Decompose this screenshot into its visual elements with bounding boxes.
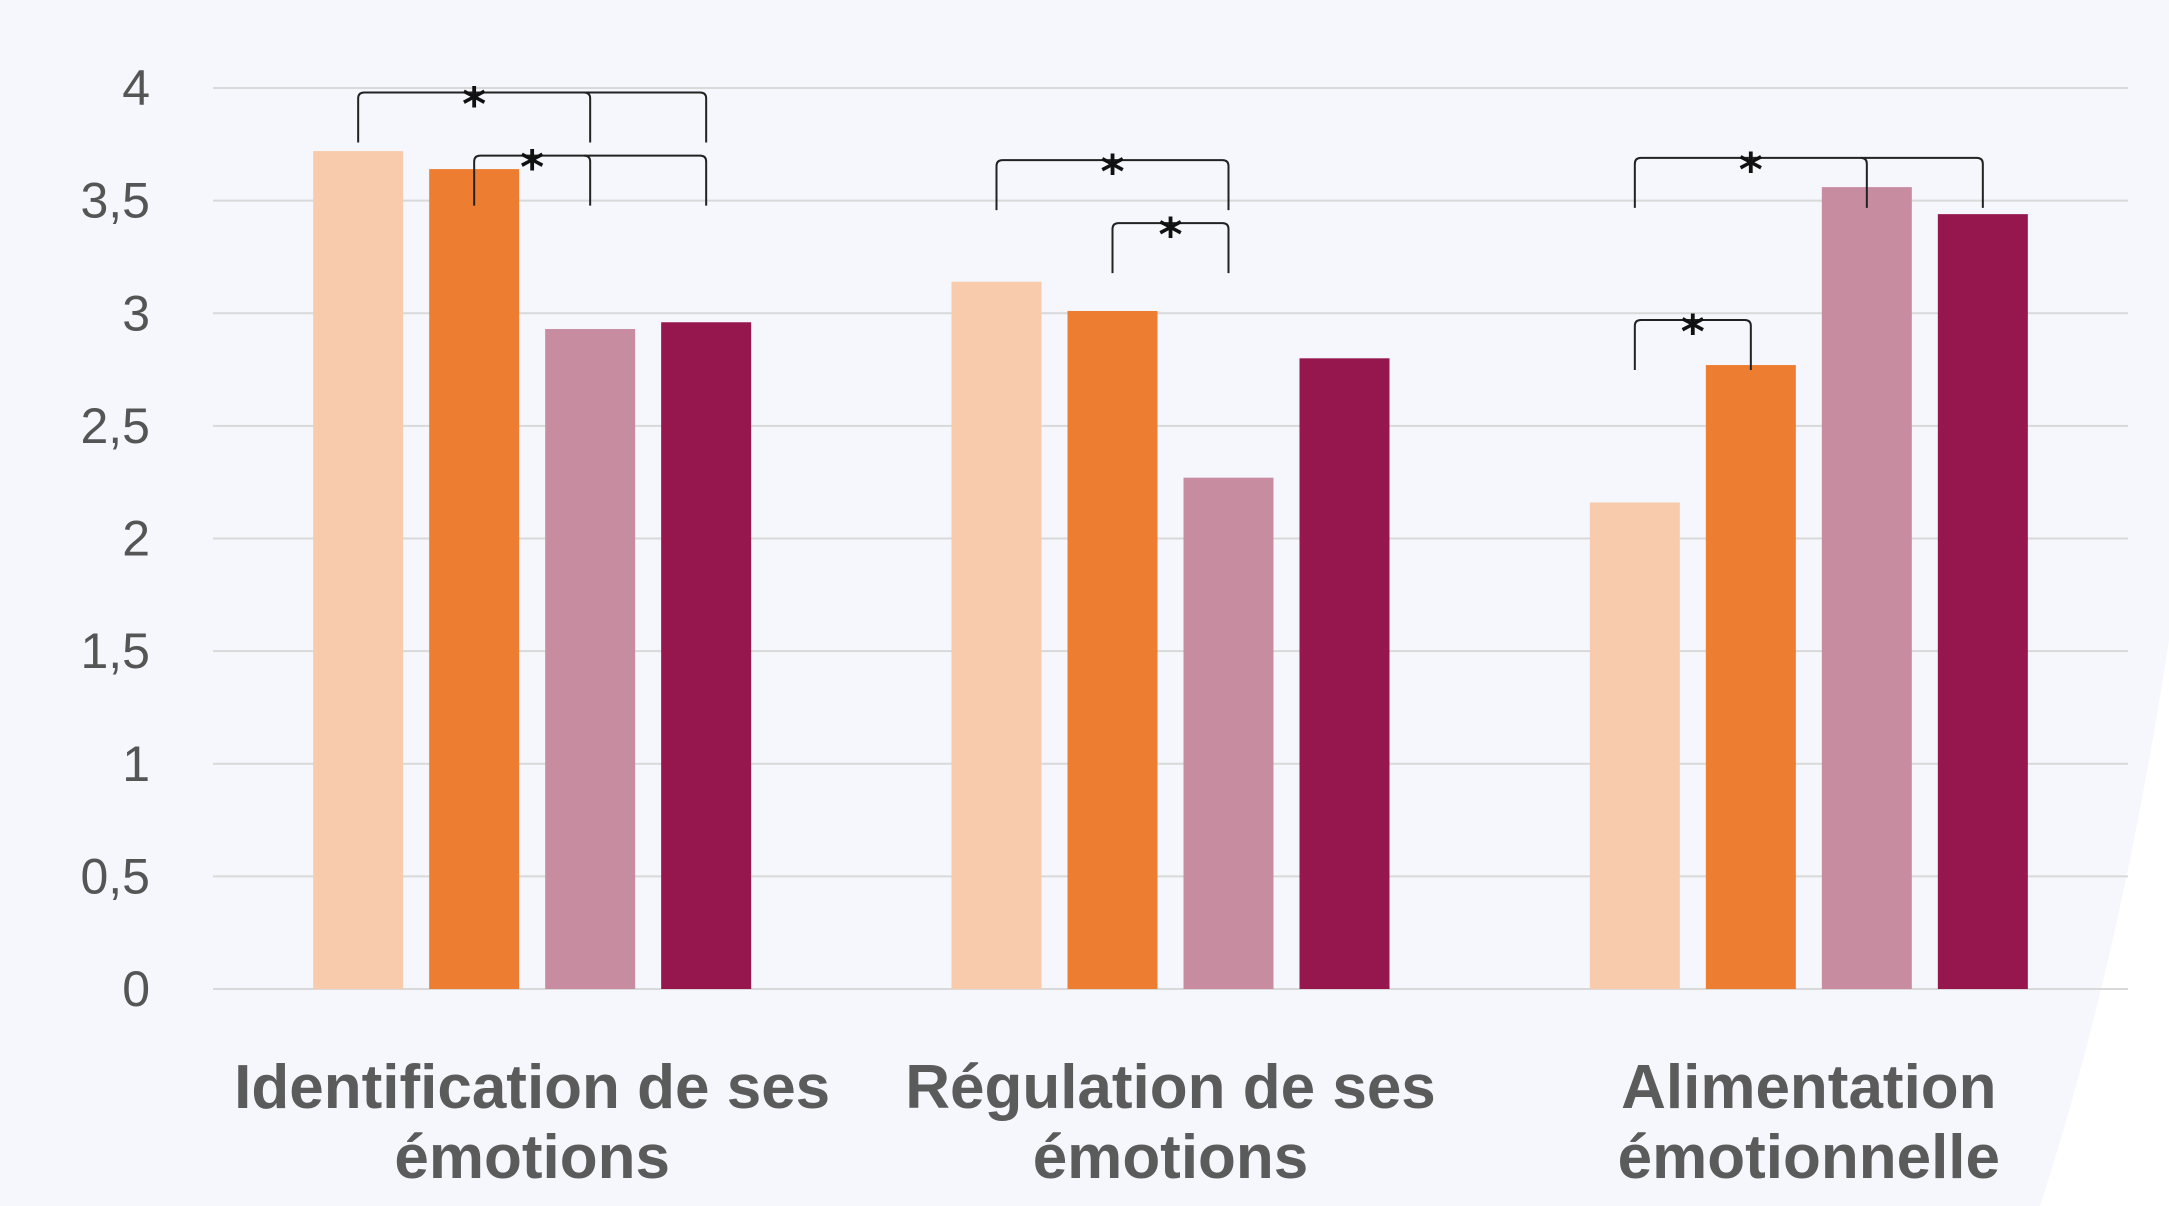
significance-bracket: * (357, 78, 708, 143)
y-axis-ticks: 0 0,5 1 1,5 2 2,5 3 3,5 4 (80, 60, 150, 1017)
x-category-label-line: émotions (1033, 1123, 1309, 1192)
bracket-line (995, 159, 1230, 211)
y-tick-label: 3,5 (80, 173, 150, 229)
x-category-label-line: émotionnelle (1618, 1123, 2000, 1192)
bar (429, 169, 520, 990)
bar (1299, 358, 1390, 989)
bracket-line (1633, 156, 1984, 208)
bracket-line (473, 154, 708, 206)
bracket-line (357, 91, 708, 143)
bracket-line (584, 154, 592, 206)
y-tick-label: 1,5 (80, 623, 150, 679)
y-tick-label: 0,5 (80, 848, 150, 904)
y-tick-label: 2,5 (80, 398, 150, 454)
significance-star: * (1158, 208, 1182, 262)
significance-bracket: * (1633, 143, 1984, 208)
bar (661, 322, 752, 989)
x-category-label-line: Identification de ses (234, 1053, 830, 1122)
bar (1821, 187, 1912, 990)
gridlines (213, 87, 2128, 990)
bar (1589, 502, 1680, 989)
bar (313, 151, 404, 989)
bar (951, 281, 1042, 990)
y-tick-label: 4 (122, 60, 150, 116)
significance-star: * (462, 78, 486, 132)
y-tick-label: 0 (122, 961, 150, 1017)
bar (545, 329, 636, 990)
significance-bracket: * (1633, 305, 1752, 371)
significance-bracket: * (995, 145, 1230, 211)
significance-annotations: * * * * * * (357, 78, 1984, 371)
bar (1705, 365, 1796, 989)
significance-star: * (1100, 145, 1124, 199)
x-category-label-line: émotions (394, 1123, 670, 1192)
y-tick-label: 3 (122, 285, 150, 341)
significance-bracket: * (1111, 208, 1230, 274)
bracket-line (1111, 222, 1230, 274)
significance-star: * (1681, 305, 1705, 359)
bar (1067, 310, 1158, 989)
bar (1937, 214, 2028, 989)
x-axis-categories: Identification de sesémotionsRégulation … (234, 1053, 2000, 1192)
y-tick-label: 2 (122, 511, 150, 567)
significance-star: * (520, 141, 544, 195)
bracket-line (1633, 319, 1752, 371)
x-category-label-line: Régulation de ses (905, 1053, 1436, 1122)
bar (1183, 477, 1274, 989)
background-swoosh (2040, 640, 2169, 1206)
bracket-line (1860, 156, 1868, 208)
bars (313, 151, 2028, 990)
x-category-label-line: Alimentation (1621, 1053, 1996, 1122)
bracket-line (584, 91, 592, 143)
y-tick-label: 1 (122, 736, 150, 792)
significance-star: * (1739, 143, 1763, 197)
significance-bracket: * (473, 141, 708, 206)
